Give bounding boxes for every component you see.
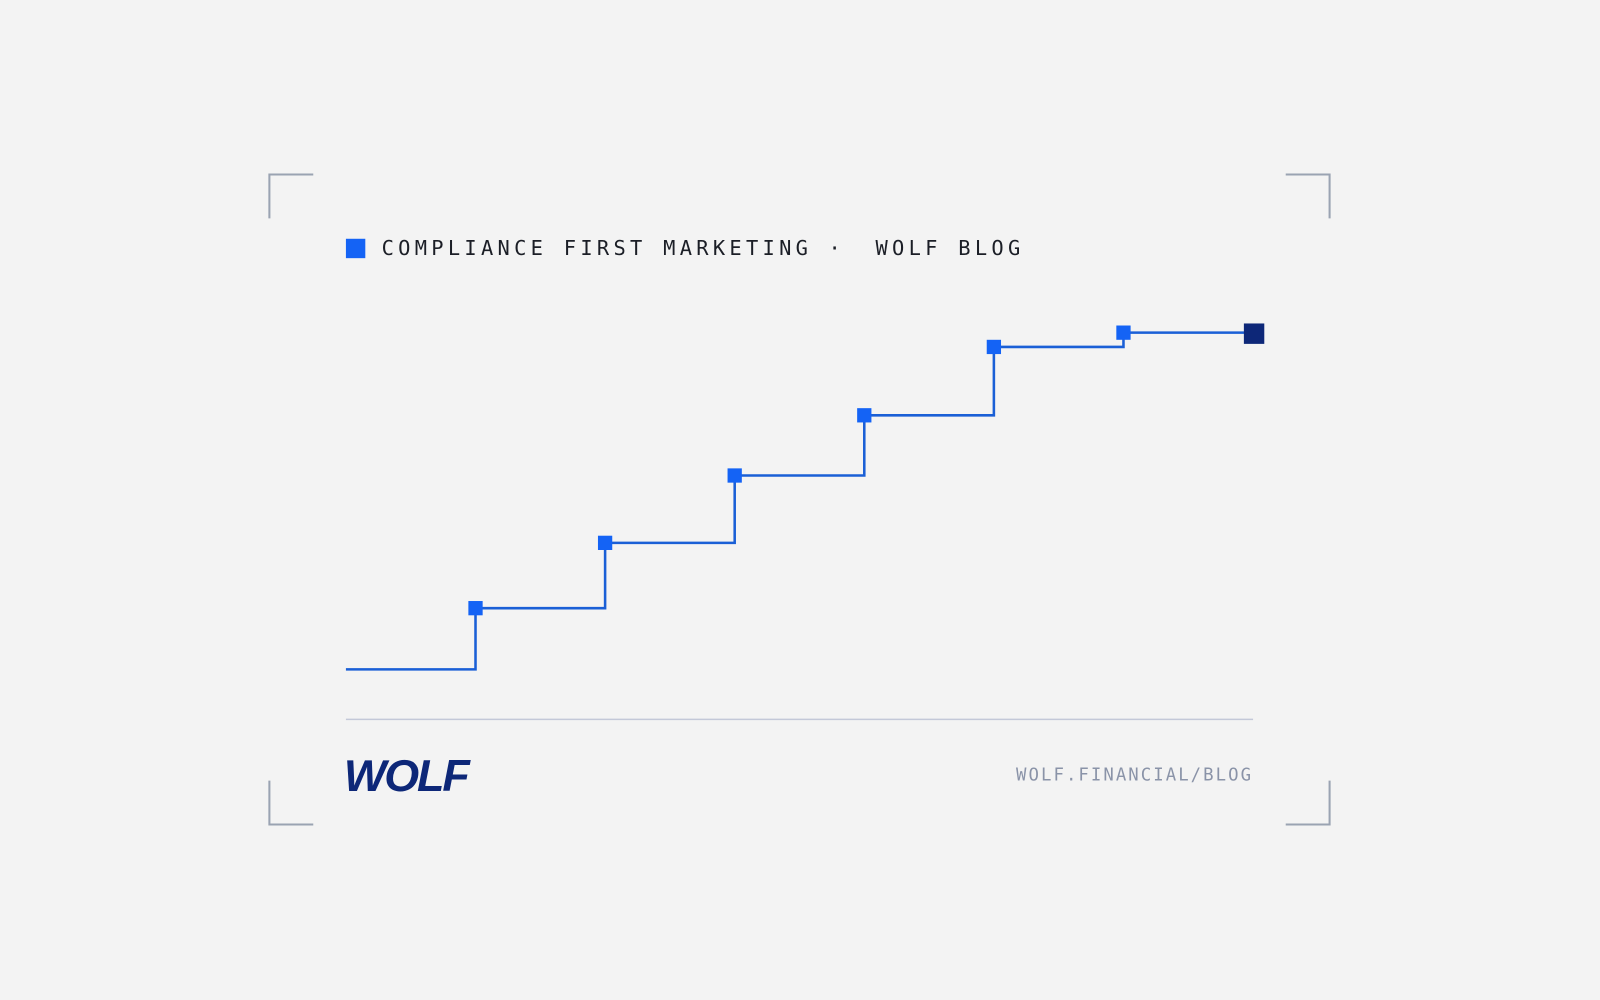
header-blog: WOLF BLOG: [876, 236, 1025, 260]
header-category: COMPLIANCE FIRST MARKETING: [382, 236, 813, 260]
staircase-line: [345, 331, 1254, 671]
header-square: [345, 238, 366, 259]
end-marker: [1243, 323, 1265, 344]
step-marker: [727, 468, 742, 483]
corner-bottom-left: [268, 780, 314, 826]
step-marker: [468, 601, 483, 616]
corner-brackets: [268, 173, 1331, 826]
step-marker: [597, 535, 613, 550]
corner-top-right: [1285, 173, 1331, 219]
step-marker: [986, 339, 1002, 355]
corner-bottom-right: [1285, 780, 1331, 826]
header-separator: ·: [829, 236, 841, 260]
step-marker: [1116, 325, 1131, 340]
logo: WOLF: [344, 750, 472, 801]
footer-url: WOLF.FINANCIAL/BLOG: [1016, 766, 1253, 786]
step-markers: [468, 325, 1131, 616]
step-marker: [857, 408, 872, 423]
corner-top-left: [268, 173, 314, 219]
